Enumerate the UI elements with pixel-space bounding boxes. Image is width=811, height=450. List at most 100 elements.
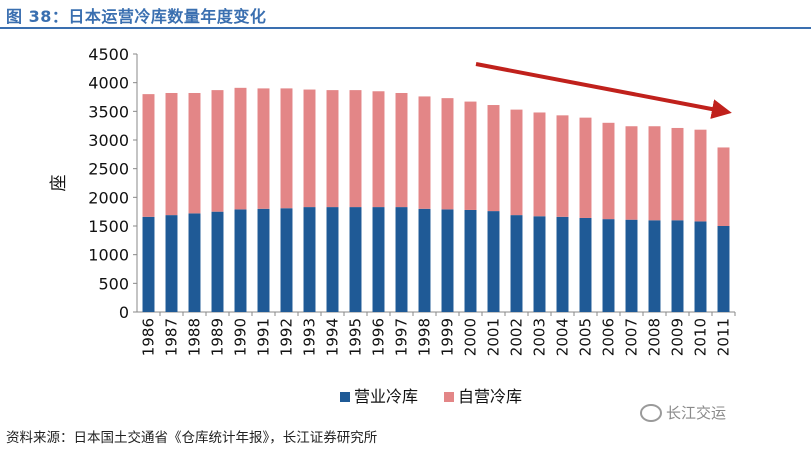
- bar-business-segment: [395, 207, 408, 312]
- bar-self-segment: [441, 98, 454, 210]
- x-tick-label: 2001: [485, 318, 503, 356]
- bar-self-segment: [694, 129, 707, 222]
- x-tick-label: 1996: [370, 318, 388, 356]
- y-tick-label: 3500: [88, 102, 129, 121]
- x-tick-label: 1988: [186, 318, 204, 356]
- y-axis-label: 座: [49, 175, 69, 192]
- bar-business-segment: [441, 209, 454, 312]
- x-tick-label: 2002: [508, 318, 526, 356]
- bar-business-segment: [556, 216, 569, 312]
- bar-self-segment: [648, 126, 661, 221]
- bar-business-segment: [602, 219, 615, 312]
- x-tick-label: 1995: [347, 318, 365, 356]
- bar-self-segment: [211, 90, 224, 212]
- bar-business-segment: [165, 215, 178, 312]
- bar-self-segment: [165, 92, 178, 216]
- bar-business-segment: [487, 211, 500, 312]
- wechat-icon: [640, 403, 662, 422]
- bar-self-segment: [625, 126, 638, 220]
- bar-self-segment: [533, 112, 546, 217]
- bar-self-segment: [487, 105, 500, 212]
- bar-self-segment: [395, 92, 408, 208]
- bar-business-segment: [280, 208, 293, 312]
- x-tick-label: 2003: [531, 318, 549, 356]
- legend-label-business: 营业冷库: [354, 387, 418, 406]
- bar-self-segment: [188, 92, 201, 214]
- bar-self-segment: [418, 96, 431, 209]
- x-tick-label: 1999: [439, 318, 457, 356]
- bar-self-segment: [717, 147, 730, 226]
- watermark: 长江交运: [640, 402, 726, 423]
- bar-business-segment: [464, 209, 477, 312]
- bar-self-segment: [579, 117, 592, 218]
- bar-self-segment: [142, 94, 155, 217]
- x-tick-label: 2011: [715, 318, 733, 356]
- bar-self-segment: [372, 91, 385, 208]
- bar-self-segment: [464, 101, 477, 210]
- x-tick-label: 2005: [577, 318, 595, 356]
- bar-self-segment: [303, 89, 316, 208]
- x-tick-label: 1992: [278, 318, 296, 356]
- y-tick-label: 2000: [88, 188, 129, 207]
- bar-business-segment: [717, 226, 730, 312]
- x-tick-label: 1991: [255, 318, 273, 356]
- bar-self-segment: [234, 87, 247, 210]
- y-tick-label: 4000: [88, 74, 129, 93]
- y-tick-label: 0: [119, 303, 129, 322]
- bar-business-segment: [234, 209, 247, 312]
- y-tick-label: 3000: [88, 131, 129, 150]
- bar-self-segment: [556, 115, 569, 217]
- bar-self-segment: [602, 122, 615, 220]
- stacked-bar-chart: 0 500 1000 1500 2000 2500 3000 3500 4000 4500 座 198…: [49, 45, 736, 406]
- x-tick-label: 2004: [554, 318, 572, 356]
- bar-self-segment: [280, 88, 293, 209]
- y-tick-label: 2500: [88, 160, 129, 179]
- legend-label-self: 自营冷库: [458, 387, 522, 406]
- trend-arrow: [475, 62, 732, 119]
- x-tick-label: 2010: [692, 318, 710, 356]
- bar-self-segment: [257, 88, 270, 209]
- x-tick-label: 1990: [232, 318, 250, 356]
- watermark-label: 长江交运: [666, 404, 727, 422]
- x-tick-label: 1989: [209, 318, 227, 356]
- x-tick-label: 2008: [646, 318, 664, 356]
- y-tick-label: 1500: [88, 217, 129, 236]
- bar-business-segment: [211, 211, 224, 312]
- title-divider: [0, 27, 811, 29]
- bar-self-segment: [326, 90, 339, 208]
- x-tick-label: 1998: [416, 318, 434, 356]
- legend-swatch-business: [340, 392, 350, 402]
- bar-business-segment: [625, 219, 638, 312]
- bar-business-segment: [694, 221, 707, 312]
- x-tick-label: 2000: [462, 318, 480, 356]
- y-tick-label: 500: [98, 274, 129, 293]
- x-tick-label: 1986: [140, 318, 158, 356]
- bar-business-segment: [142, 216, 155, 312]
- bar-business-segment: [188, 213, 201, 312]
- y-tick-label: 4500: [88, 45, 129, 64]
- x-tick-label: 1987: [163, 318, 181, 356]
- bar-business-segment: [418, 208, 431, 312]
- source-note: 资料来源：日本国土交通省《仓库统计年报》，长江证券研究所: [6, 430, 378, 446]
- legend-swatch-self: [444, 392, 454, 402]
- bar-business-segment: [533, 216, 546, 312]
- bar-business-segment: [648, 220, 661, 312]
- y-tick-label: 1000: [88, 246, 129, 265]
- bar-self-segment: [671, 127, 684, 221]
- x-tick-label: 1993: [301, 318, 319, 356]
- x-tick-label: 1997: [393, 318, 411, 356]
- bar-business-segment: [510, 215, 523, 312]
- x-tick-label: 2007: [623, 318, 641, 356]
- bar-business-segment: [372, 207, 385, 312]
- bar-self-segment: [349, 90, 362, 208]
- figure-title: 图 38：日本运营冷库数量年度变化: [6, 7, 267, 26]
- bar-business-segment: [349, 207, 362, 312]
- x-tick-label: 1994: [324, 318, 342, 356]
- bar-business-segment: [303, 207, 316, 312]
- x-tick-label: 2009: [669, 318, 687, 356]
- x-tick-label: 2006: [600, 318, 618, 356]
- bar-business-segment: [671, 220, 684, 312]
- bar-self-segment: [510, 109, 523, 216]
- bar-business-segment: [579, 217, 592, 312]
- bar-business-segment: [326, 207, 339, 312]
